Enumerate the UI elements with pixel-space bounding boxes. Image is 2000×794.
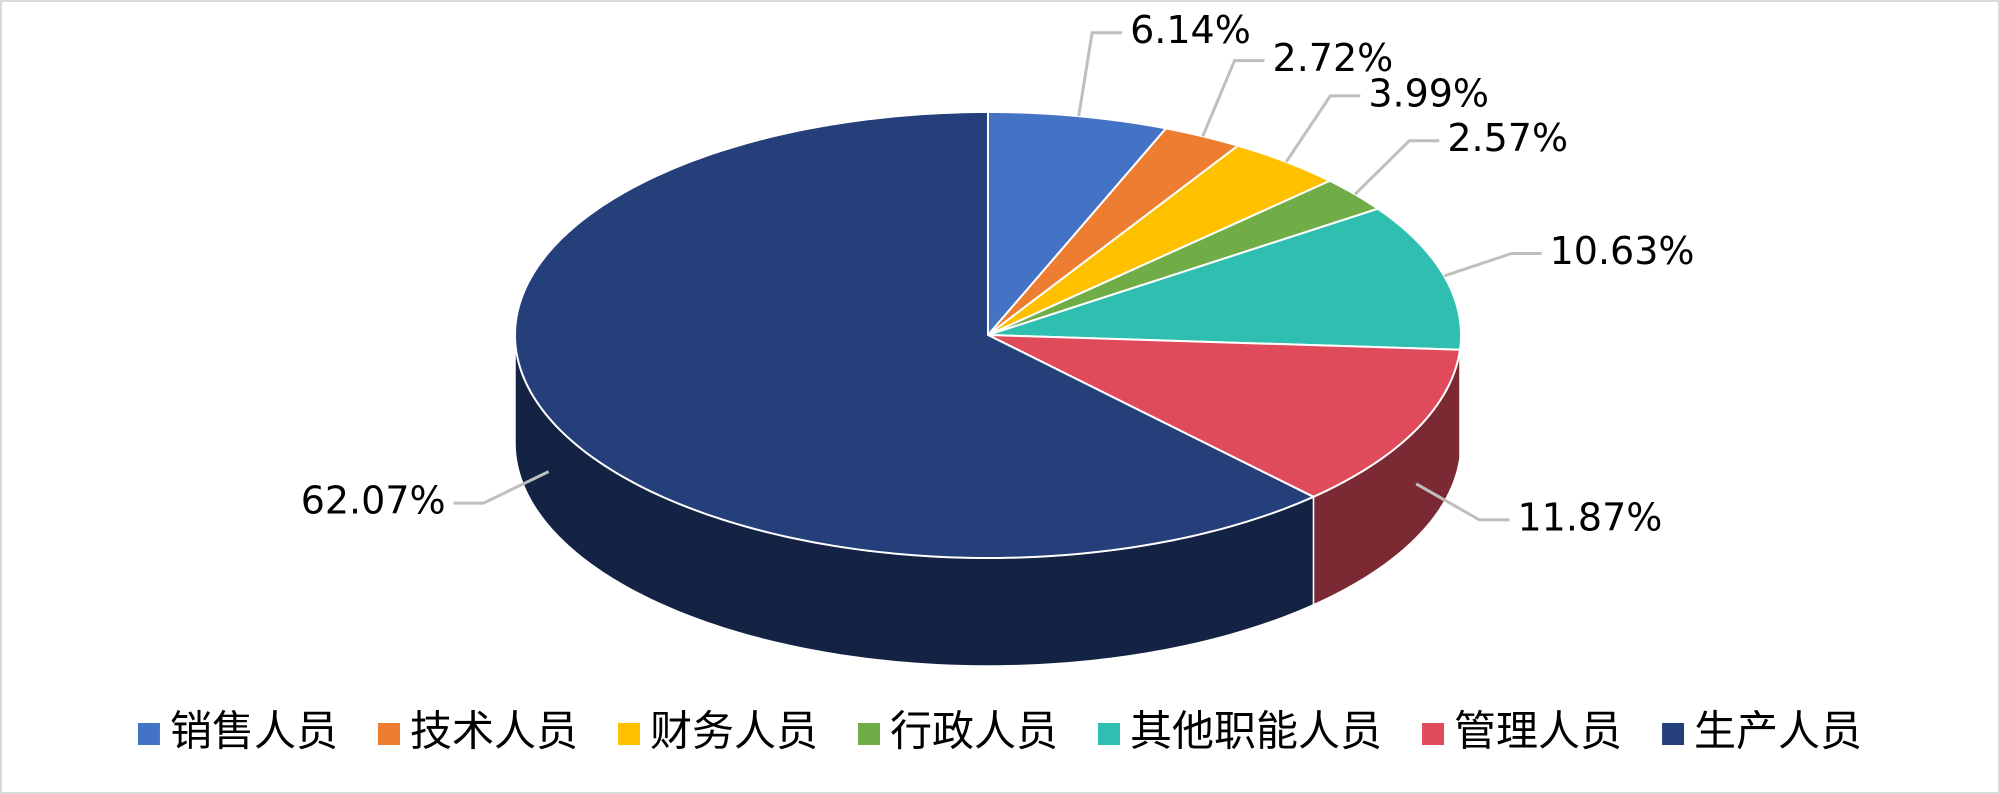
legend-swatch <box>857 723 880 745</box>
legend-swatch <box>1662 723 1685 745</box>
data-label: 62.07% <box>301 479 446 523</box>
legend: 销售人员 技术人员 财务人员 行政人员 其他职能人员 管理人员 生产人员 <box>137 707 1862 756</box>
data-label: 3.99% <box>1368 71 1489 115</box>
legend-swatch <box>377 723 400 745</box>
leader-line <box>1201 59 1265 137</box>
slice <box>987 110 1168 338</box>
legend-swatch <box>1098 723 1121 745</box>
slice <box>987 127 1241 336</box>
leader-line <box>1284 94 1361 163</box>
legend-label: 管理人员 <box>1454 707 1622 756</box>
legend-swatch <box>617 723 640 745</box>
leader-line <box>1415 482 1510 522</box>
leader-line <box>1443 251 1542 278</box>
slice <box>987 179 1381 336</box>
data-label: 6.14% <box>1130 8 1251 52</box>
slice <box>987 144 1333 336</box>
slice <box>987 207 1462 351</box>
legend-swatch <box>1422 723 1445 745</box>
data-label: 11.87% <box>1517 495 1662 539</box>
slice <box>987 334 1462 498</box>
legend-label: 技术人员 <box>410 707 578 756</box>
data-label: 10.63% <box>1550 229 1695 273</box>
leader-line <box>1353 139 1440 196</box>
legend-label: 生产人员 <box>1694 707 1862 756</box>
data-label: 2.57% <box>1447 116 1568 160</box>
leader-line <box>1077 31 1123 117</box>
legend-label: 行政人员 <box>890 707 1058 756</box>
data-label: 2.72% <box>1273 36 1394 80</box>
slice <box>513 110 1316 559</box>
legend-label: 销售人员 <box>170 707 338 756</box>
legend-swatch <box>137 723 160 745</box>
legend-label: 其他职能人员 <box>1130 707 1382 756</box>
leader-line <box>453 470 550 505</box>
legend-label: 财务人员 <box>650 707 818 756</box>
